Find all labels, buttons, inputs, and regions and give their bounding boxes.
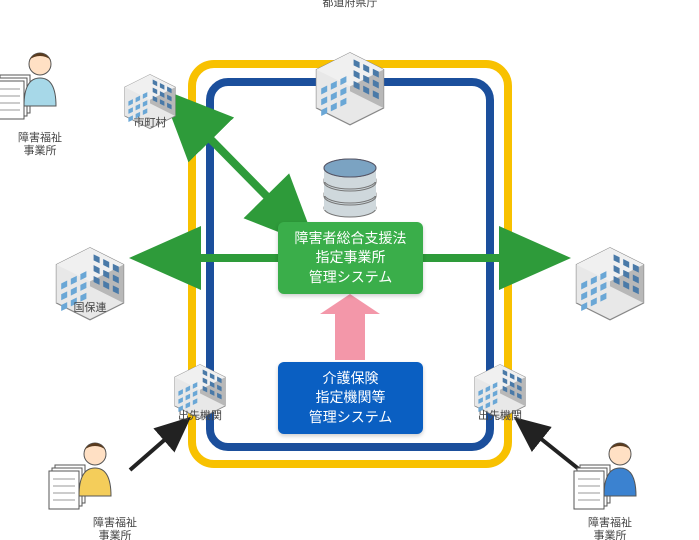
person-br: [574, 443, 636, 509]
label-branch-left: 出先機関: [160, 410, 240, 423]
label-kokuho: 国保連: [50, 302, 130, 315]
system-box-nursing-text: 介護保険 指定機関等 管理システム: [309, 369, 393, 428]
label-office-br: 障害福祉 事業所: [570, 517, 650, 540]
label-office-bl: 障害福祉 事業所: [75, 517, 155, 540]
person-bl: [49, 443, 111, 509]
pink-up-arrow: [320, 294, 380, 360]
system-box-nursing: 介護保険 指定機関等 管理システム: [278, 362, 423, 434]
system-box-disability-text: 障害者総合支援法 指定事業所 管理システム: [295, 229, 407, 288]
label-office-tl: 障害福祉 事業所: [0, 132, 80, 158]
label-prefecture: 都道府県庁: [310, 0, 390, 10]
system-box-disability: 障害者総合支援法 指定事業所 管理システム: [278, 222, 423, 294]
black-arrow-1: [520, 422, 580, 470]
black-arrow-0: [130, 422, 185, 470]
building-right-org: [576, 248, 643, 320]
label-branch-right: 出先機関: [460, 410, 540, 423]
person-tl: [0, 53, 56, 119]
database-icon: [324, 159, 376, 217]
label-city: 市町村: [110, 117, 190, 130]
diagram-stage: { "canvas": { "width": 699, "height": 54…: [0, 0, 699, 540]
